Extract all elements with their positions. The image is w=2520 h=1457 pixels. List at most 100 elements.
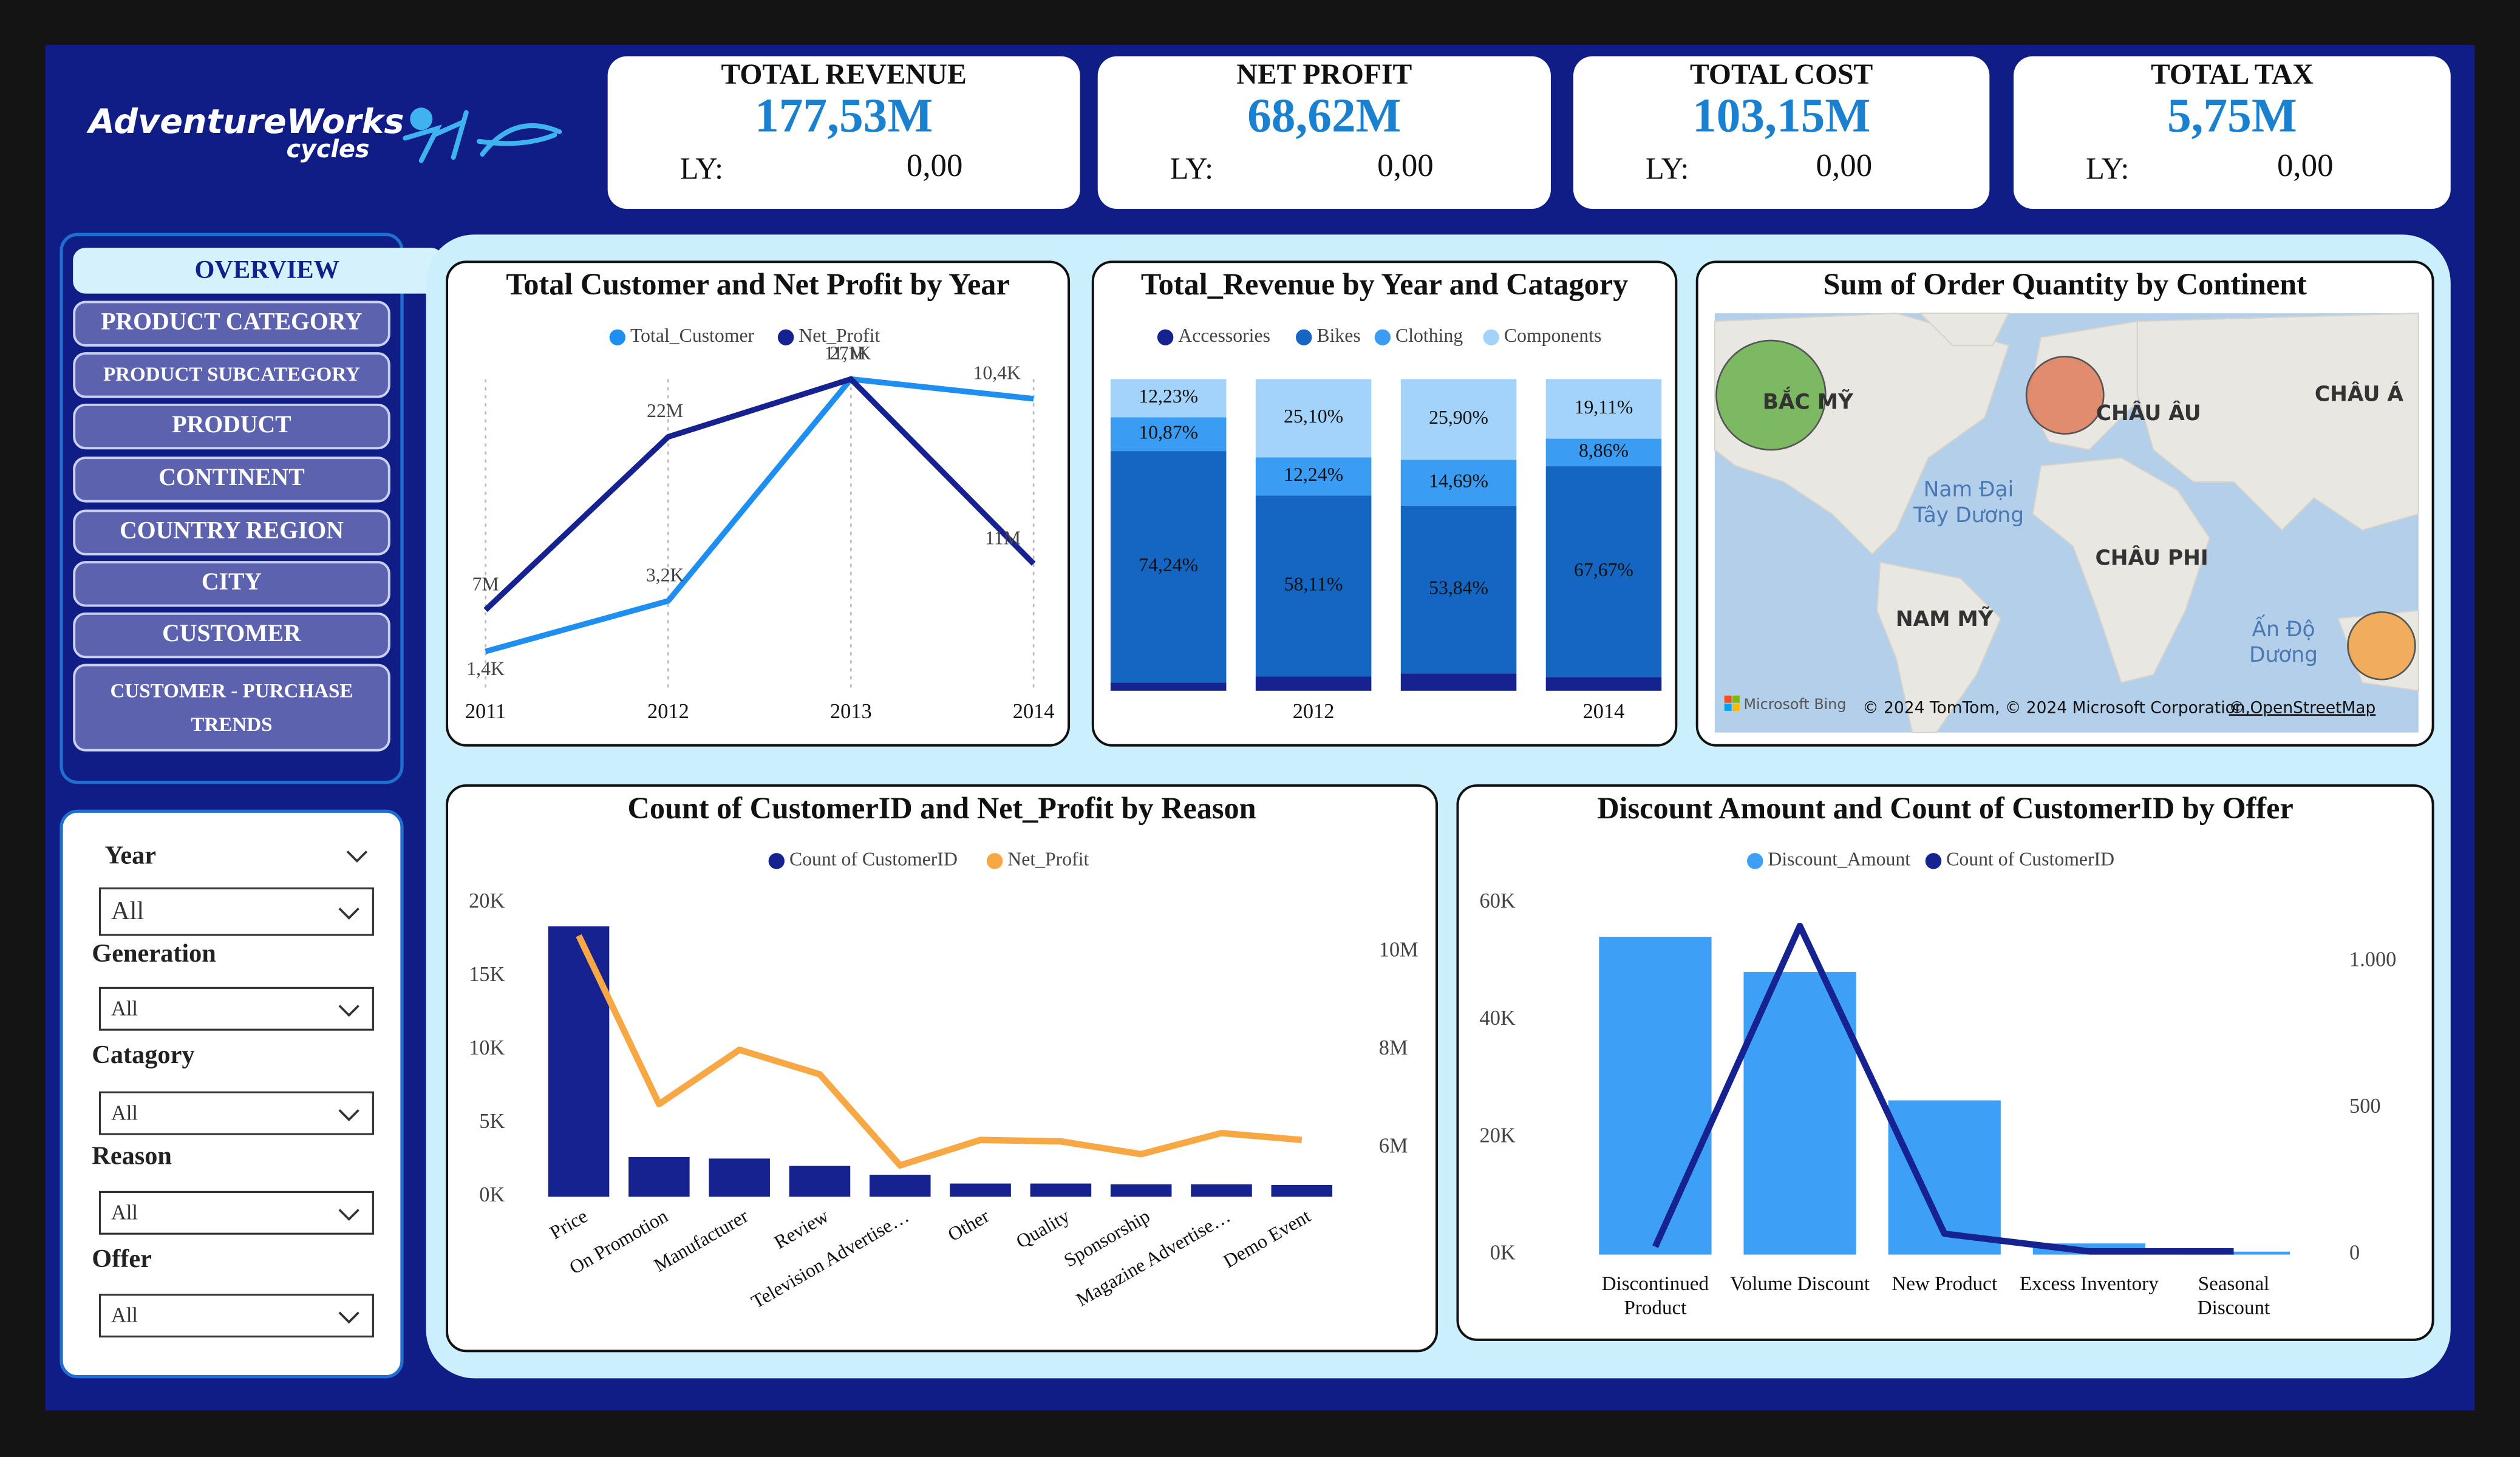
nav-button-label-text[interactable]: OVERVIEW (194, 257, 339, 285)
map-land (1876, 561, 2002, 733)
nav-button[interactable] (73, 403, 390, 450)
filter-dropdown[interactable] (98, 1190, 374, 1235)
filter-dropdown[interactable] (98, 987, 374, 1031)
nav-button-label[interactable]: PRODUCT CATEGORY (74, 302, 460, 345)
nav-button-label[interactable]: COUNTRY REGION (74, 511, 460, 554)
filter-dropdown[interactable] (98, 887, 374, 936)
bar (628, 1156, 690, 1197)
x-tick-label-text: Volume Discount (1730, 1272, 1870, 1295)
chevron (338, 1311, 359, 1324)
chart-title: Total Customer and Net Profit by Year (506, 267, 1009, 301)
nav-button-label-text[interactable]: CITY (201, 570, 262, 596)
nav-button-label-text[interactable]: PRODUCT CATEGORY (101, 310, 363, 336)
filter-value[interactable]: All (111, 1101, 138, 1124)
filter-dropdown[interactable] (98, 1294, 374, 1338)
x-tick-label: 2014 (1583, 700, 1625, 723)
y2-tick-label: 6M (1379, 1135, 1408, 1158)
map-attribution-link[interactable]: © OpenStreetMap (2229, 698, 2376, 717)
nav-button-label-text[interactable]: CUSTOMER (162, 622, 301, 648)
legend-label: Count of CustomerID (789, 849, 958, 870)
chart-card: Total Customer and Net Profit by Year Tot… (446, 260, 1071, 747)
nav-button[interactable] (73, 664, 390, 752)
data-label: 25,10% (1284, 406, 1343, 427)
nav-button-label-text[interactable]: CONTINENT (158, 466, 305, 492)
nav-button[interactable] (73, 561, 390, 607)
nav-button-label[interactable]: OVERVIEW (74, 249, 460, 292)
data-label: 12,24% (1284, 464, 1343, 485)
legend-marker (1374, 329, 1391, 345)
bar (709, 1158, 770, 1197)
kpi-ly-label: LY: (680, 152, 723, 186)
x-tick-label: Volume Discount (1730, 1272, 1870, 1295)
nav-button-label-text[interactable]: CUSTOMER - PURCHASE TRENDS (110, 678, 353, 735)
bing-logo (1724, 695, 1732, 703)
filter-value[interactable]: All (111, 1304, 138, 1327)
filter-label: Offer (92, 1245, 152, 1273)
filter-label: Year (104, 841, 156, 870)
data-label: 7M (472, 573, 499, 594)
bar (548, 926, 610, 1197)
nav-button-label-text[interactable]: PRODUCT SUBCATEGORY (103, 363, 361, 386)
kpi-value: 177,53M (755, 89, 933, 143)
bar-segment (1400, 505, 1517, 674)
nav-button[interactable] (73, 509, 390, 555)
map-label: BẮC MỸ (1763, 387, 1854, 415)
legend-marker (1925, 853, 1942, 869)
card-background (1091, 260, 1678, 747)
nav-button-label[interactable]: CUSTOMER (74, 614, 460, 657)
kpi-ly-value: 0,00 (1816, 148, 1873, 183)
filter-value[interactable]: All (111, 997, 138, 1020)
chart-title: Count of CustomerID and Net_Profit by Re… (628, 791, 1256, 825)
legend-marker (1483, 329, 1500, 345)
data-label: 27M (829, 342, 866, 364)
nav-button[interactable] (73, 457, 390, 503)
bar (1743, 972, 1856, 1255)
filter-value[interactable]: All (111, 1201, 138, 1224)
y2-tick-label: 1.000 (2349, 948, 2396, 971)
filter-value[interactable]: All (111, 897, 144, 925)
data-label: 25,90% (1429, 407, 1488, 428)
nav-button-label[interactable]: PRODUCT SUBCATEGORY (74, 353, 460, 396)
y-tick-label: 20K (1480, 1124, 1516, 1147)
filter-dropdown[interactable] (98, 1091, 374, 1135)
nav-button-label[interactable]: CONTINENT (74, 458, 460, 501)
card-background (446, 260, 1071, 747)
map-ocean-label: Nam Đại Tây Dương (1913, 479, 2024, 529)
chart-title: Sum of Order Quantity by Continent (1823, 267, 2307, 301)
nav-button[interactable] (73, 352, 390, 398)
chevron (338, 1109, 359, 1121)
map-bubble (2347, 611, 2416, 681)
data-label: 12,23% (1139, 385, 1198, 407)
chart-card: Sum of Order Quantity by Continent BẮC MỸ… (1695, 260, 2434, 747)
nav-button-label[interactable]: PRODUCT (74, 405, 460, 448)
legend-marker (986, 853, 1003, 869)
nav-button-label-text[interactable]: COUNTRY REGION (120, 518, 344, 545)
y-tick-label: 0K (1490, 1241, 1516, 1264)
kpi-ly-label: LY: (2086, 152, 2129, 186)
nav-button-label[interactable]: CITY (74, 562, 460, 605)
y2-tick-label: 500 (2349, 1095, 2381, 1118)
nav-button-label[interactable]: CUSTOMER - PURCHASE TRENDS (74, 665, 460, 750)
x-tick-label-text: Discontinued Product (1601, 1272, 1709, 1319)
bar-segment (1545, 677, 1662, 691)
map-ocean-label-text: Ấn Độ Dương (2249, 618, 2318, 668)
x-tick-label: New Product (1892, 1272, 1997, 1295)
nav-button[interactable] (73, 612, 390, 659)
x-tick-label: 2012 (647, 700, 689, 723)
map-bubble (2025, 355, 2105, 435)
nav-button[interactable] (73, 301, 390, 347)
data-label: 74,24% (1139, 554, 1198, 576)
legend-marker (609, 329, 626, 345)
chevron (338, 1209, 359, 1221)
data-label: 14,69% (1429, 470, 1488, 491)
kpi-value: 103,15M (1692, 89, 1870, 143)
legend-label: Clothing (1395, 325, 1463, 346)
x-tick-label: 2011 (465, 700, 506, 723)
nav-button-label-text[interactable]: PRODUCT (172, 413, 291, 439)
chart-title: Discount Amount and Count of CustomerID … (1597, 791, 2293, 825)
logo-text: AdventureWorks (86, 102, 404, 141)
y2-tick-label: 10M (1379, 939, 1418, 962)
data-label: 58,11% (1284, 574, 1343, 595)
